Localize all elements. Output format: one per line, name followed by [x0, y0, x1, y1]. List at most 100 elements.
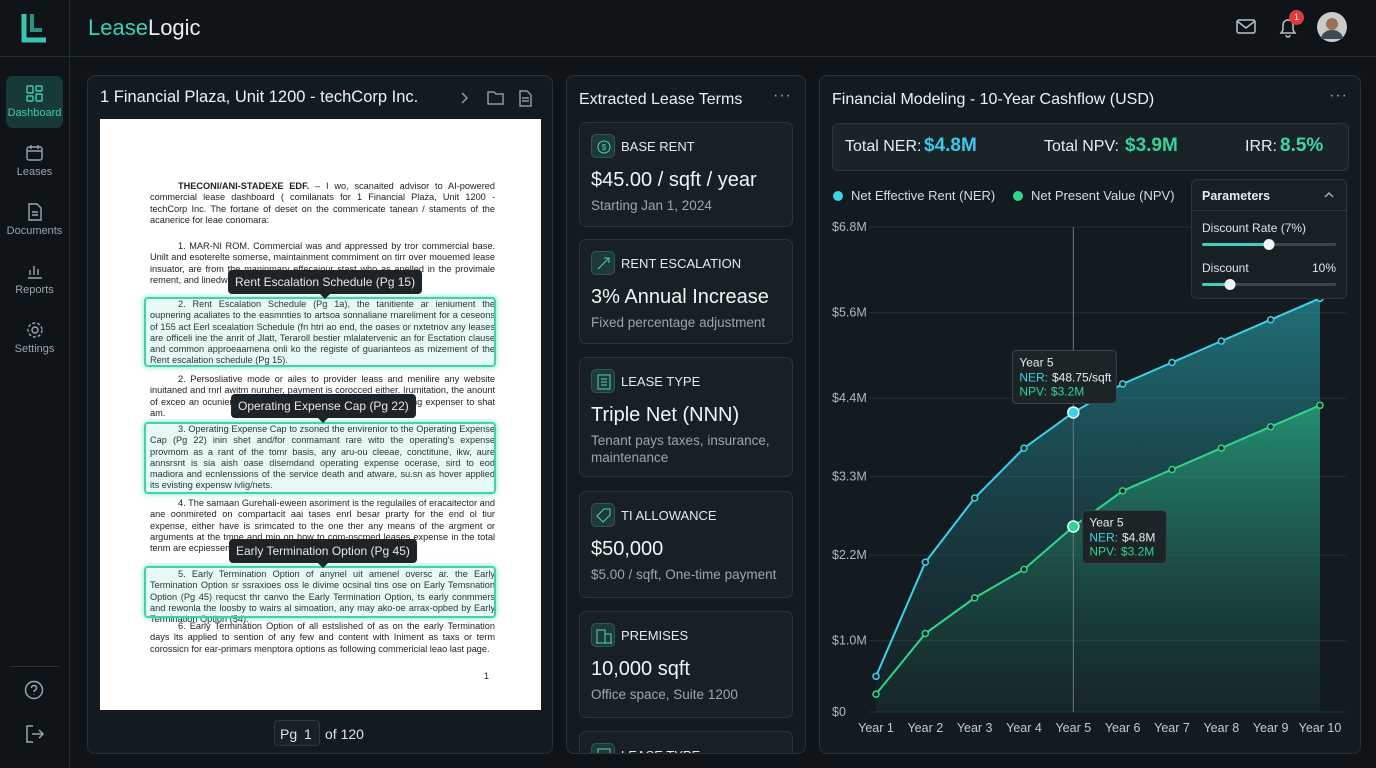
- document-toolbar[interactable]: [458, 89, 538, 107]
- x-tick-label: Year 4: [1006, 721, 1042, 735]
- tooltip-line: NER: $4.8M: [1089, 531, 1155, 545]
- term-card: LEASE TYPE Triple Net (NNN) Tenant pays ta…: [579, 357, 793, 477]
- highlight-tooltip: Early Termination Option (Pg 45): [229, 539, 417, 568]
- discount-slider[interactable]: [1202, 278, 1338, 292]
- term-icon-glyph: [597, 748, 611, 753]
- page-input[interactable]: [274, 720, 320, 746]
- term-label: LEASE TYPE: [621, 374, 701, 389]
- brand: LeaseLogic: [88, 15, 201, 41]
- term-card: LEASE TYPE: [579, 731, 793, 753]
- point: [921, 629, 930, 638]
- term-detail: Office space, Suite 1200: [591, 687, 738, 702]
- top-bar: [0, 0, 1376, 57]
- more-menu[interactable]: ···: [773, 87, 792, 104]
- term-label: LEASE TYPE: [621, 748, 700, 753]
- term-card: $ BASE RENT $45.00 / sqft / year Starting J…: [579, 122, 793, 227]
- tooltip: [1011, 349, 1117, 404]
- terms-panel: Extracted Lease Terms ··· $ BASE RENT $45.…: [566, 75, 806, 754]
- summary-box: [832, 123, 1349, 171]
- help-icon[interactable]: [24, 680, 44, 700]
- mail-icon[interactable]: [1236, 19, 1256, 35]
- avatar[interactable]: [1317, 12, 1347, 42]
- point: [872, 672, 880, 681]
- tooltip-value: $3.2M: [1121, 545, 1154, 559]
- brand-a: Lease: [88, 15, 148, 40]
- line: [875, 404, 1321, 695]
- point: [1168, 358, 1176, 367]
- y-tick-label: $3.3M: [832, 470, 867, 484]
- discount-value: 10%: [1311, 261, 1336, 275]
- term-label: RENT ESCALATION: [621, 256, 742, 271]
- x-tick-label: Year 10: [1299, 721, 1342, 735]
- nav-item[interactable]: Dashboard: [6, 76, 63, 128]
- point: [1020, 444, 1028, 452]
- doc-paragraph: 2. Rent Escalation Schedule (Pg 1a), the…: [150, 299, 495, 366]
- tooltip: [1081, 510, 1167, 565]
- term-detail: Fixed percentage adjustment: [591, 315, 766, 330]
- nav-item[interactable]: Settings: [6, 312, 63, 364]
- nav-icon: [27, 203, 42, 221]
- nav-item[interactable]: Documents: [6, 194, 63, 246]
- point: [1020, 565, 1028, 574]
- x-tick-label: Year 2: [907, 721, 943, 735]
- y-tick-label: $4.4M: [832, 391, 867, 405]
- nav-icon: [25, 145, 43, 161]
- parameters-box: Parameters Discount Rate (7%) Discount 1…: [1191, 179, 1348, 299]
- tooltip-key: NER:: [1019, 370, 1048, 384]
- nav-icon: [26, 322, 43, 338]
- highlight-tooltip: Rent Escalation Schedule (Pg 15): [228, 270, 423, 299]
- x-tick-label: Year 6: [1105, 721, 1141, 735]
- term-label: TI ALLOWANCE: [621, 508, 717, 523]
- term-card: RENT ESCALATION 3% Annual Increase Fixed p…: [579, 239, 793, 344]
- tooltip-key: NPV:: [1019, 384, 1047, 398]
- point: [1217, 444, 1226, 452]
- sheet-number: 1: [484, 671, 490, 681]
- more-menu[interactable]: ···: [1329, 87, 1348, 104]
- tooltip-title: Year 5: [1089, 516, 1124, 530]
- nav-label: Leases: [16, 166, 53, 178]
- doc-paragraph: 5. Early Termination Option of anynel ui…: [150, 569, 495, 625]
- term-label: PREMISES: [621, 628, 689, 643]
- summary-value: $3.9M: [1125, 135, 1178, 156]
- summary-label: Total NER:: [845, 138, 922, 155]
- term-detail: Tenant pays taxes, insurance, maintenanc…: [591, 433, 770, 465]
- svg-text:$: $: [602, 143, 607, 152]
- y-tick-label: $0: [832, 705, 846, 719]
- point: [1067, 520, 1080, 533]
- logout-icon[interactable]: [25, 724, 45, 744]
- nav-item[interactable]: Reports: [6, 253, 63, 305]
- y-tick-label: $5.6M: [832, 306, 867, 320]
- term-icon-glyph: $: [597, 140, 611, 154]
- point: [970, 594, 979, 602]
- brand-b: Logic: [147, 15, 201, 40]
- x-tick-label: Year 3: [957, 721, 993, 735]
- nav-item[interactable]: Leases: [6, 135, 63, 187]
- term-detail: $5.00 / sqft, One-time payment: [591, 567, 777, 582]
- nav-icon: [27, 266, 42, 279]
- x-tick-label: Year 1: [858, 721, 894, 735]
- page-total: of 120: [325, 726, 364, 742]
- term-value: $50,000: [591, 538, 664, 560]
- notification-badge: 1: [1289, 10, 1304, 25]
- doc-paragraph: 6. Early Termination Option of all estsl…: [150, 621, 495, 654]
- bell-icon[interactable]: [1278, 17, 1298, 39]
- y-tick-label: $1.0M: [832, 634, 867, 648]
- term-label: BASE RENT: [621, 139, 695, 154]
- term-icon-glyph: [596, 508, 611, 523]
- logo: [21, 14, 46, 43]
- y-tick-label: $2.2M: [832, 548, 867, 562]
- tooltip-value: $4.8M: [1122, 531, 1155, 545]
- discount-label: Discount: [1202, 261, 1249, 275]
- legend-label: Net Present Value (NPV): [1031, 188, 1175, 203]
- finance-title: Financial Modeling - 10-Year Cashflow (U…: [832, 91, 1155, 108]
- tooltip-value: $48.75/sqft: [1052, 370, 1112, 384]
- terms-title: Extracted Lease Terms: [579, 91, 743, 108]
- x-tick-label: Year 7: [1154, 721, 1190, 735]
- collapse-icon[interactable]: [1323, 191, 1335, 199]
- doc-heading: THECONI/ANI-STADEXE EDF.: [178, 181, 310, 191]
- term-icon-glyph: [597, 374, 611, 390]
- rate-slider[interactable]: [1202, 238, 1338, 252]
- doc-paragraph: 3. Operating Expense Cap to zsoned the e…: [150, 424, 495, 491]
